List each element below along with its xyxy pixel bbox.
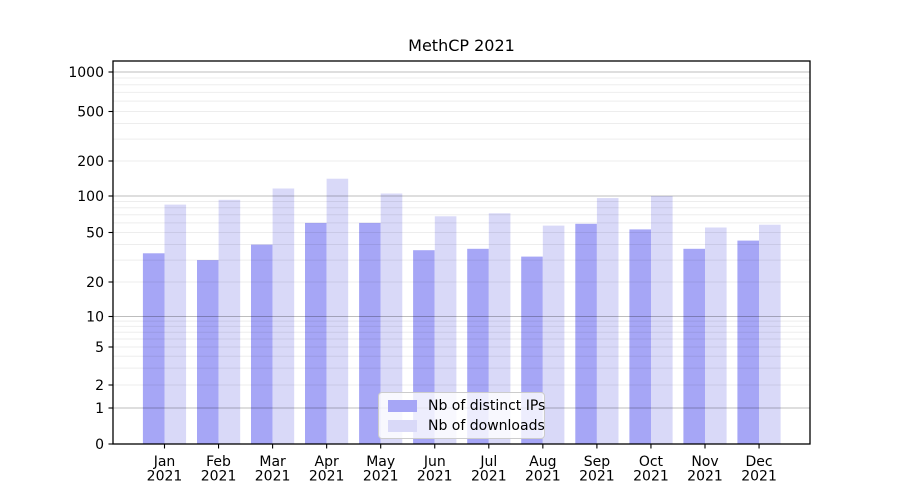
y-tick-label: 200 [77, 154, 104, 170]
bar-jan-downloads [164, 204, 187, 444]
bar-sep-ips [575, 223, 597, 444]
x-tick-label-year: 2021 [309, 469, 345, 485]
y-tick-label: 5 [95, 340, 104, 356]
y-tick-label: 100 [77, 189, 104, 205]
bar-oct-ips [629, 229, 651, 444]
x-tick-label-month: Aug [529, 454, 556, 470]
x-tick-label-year: 2021 [255, 469, 291, 485]
x-tick-label-month: May [366, 454, 395, 470]
bar-may-downloads [380, 193, 403, 444]
x-tick-label-year: 2021 [741, 469, 777, 485]
x-tick-label-month: Jan [153, 454, 176, 470]
x-tick-label-month: Sep [584, 454, 611, 470]
bar-feb-downloads [218, 199, 241, 444]
y-tick-label: 500 [77, 105, 104, 121]
x-tick-label-month: Nov [691, 454, 718, 470]
legend-label-downloads: Nb of downloads [428, 417, 545, 434]
x-tick-label-year: 2021 [417, 469, 453, 485]
y-tick-label: 1000 [68, 65, 104, 81]
bar-mar-downloads [272, 188, 295, 444]
legend: Nb of distinct IPs Nb of downloads [378, 392, 545, 439]
x-tick-label-year: 2021 [147, 469, 183, 485]
plot-border [112, 60, 811, 445]
bar-apr-downloads [326, 178, 349, 444]
x-tick-label-month: Jun [423, 454, 446, 470]
bar-mar-ips [251, 244, 273, 444]
x-tick-label-month: Oct [639, 454, 664, 470]
x-tick-label-year: 2021 [633, 469, 669, 485]
y-tick-label: 2 [95, 378, 104, 394]
y-tick-label: 1 [95, 401, 104, 417]
bar-dec-ips [737, 240, 759, 444]
bar-nov-ips [683, 248, 705, 444]
legend-swatch-ips [388, 399, 417, 412]
legend-swatch-downloads [388, 419, 417, 432]
y-tick-label: 50 [86, 226, 104, 242]
bar-jun-downloads [434, 216, 457, 444]
x-tick-label-month: Dec [746, 454, 773, 470]
bar-may-ips [359, 222, 381, 444]
y-tick-label: 0 [95, 437, 104, 453]
bar-feb-ips [197, 260, 219, 444]
x-tick-label-year: 2021 [201, 469, 237, 485]
x-tick-label-month: Feb [206, 454, 231, 470]
chart-title: MethCP 2021 [408, 36, 515, 55]
legend-label-ips: Nb of distinct IPs [428, 397, 546, 414]
bar-nov-downloads [705, 227, 727, 444]
legend-item-downloads: Nb of downloads [379, 417, 545, 435]
bar-sep-downloads [596, 198, 619, 444]
x-tick-label-year: 2021 [687, 469, 723, 485]
bar-jan-ips [142, 253, 165, 444]
bar-dec-downloads [759, 224, 781, 444]
x-tick-label-year: 2021 [363, 469, 399, 485]
x-tick-label-month: Jul [479, 454, 497, 470]
bar-aug-downloads [542, 225, 565, 444]
x-tick-label-month: Apr [315, 454, 339, 470]
x-tick-label-year: 2021 [579, 469, 615, 485]
y-tick-label: 10 [86, 310, 104, 326]
x-tick-label-year: 2021 [471, 469, 507, 485]
bar-apr-ips [305, 222, 327, 444]
bar-jul-downloads [488, 213, 511, 444]
x-tick-label-year: 2021 [525, 469, 561, 485]
y-tick-label: 20 [86, 275, 104, 291]
legend-item-distinct-ips: Nb of distinct IPs [379, 397, 546, 415]
x-tick-label-month: Mar [259, 454, 286, 470]
bar-oct-downloads [651, 196, 673, 444]
